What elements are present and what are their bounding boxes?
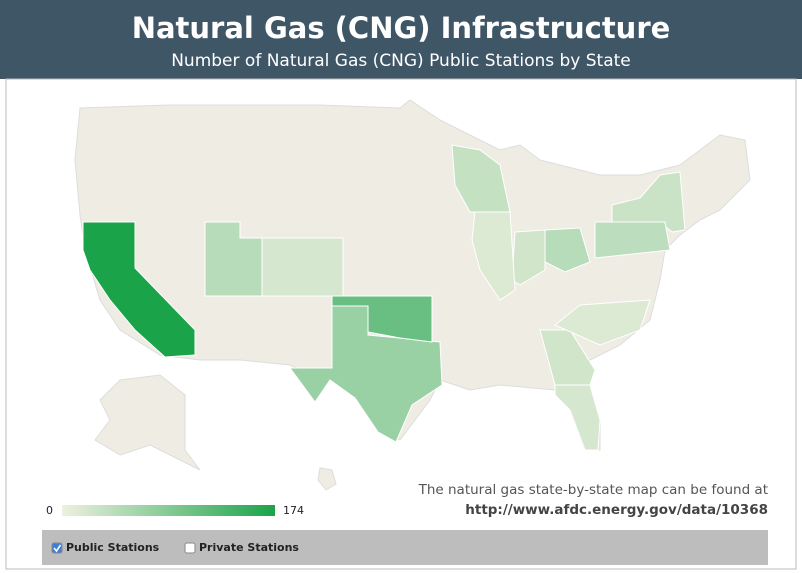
title: Natural Gas (CNG) Infrastructure — [132, 11, 671, 45]
filter-bar — [42, 530, 768, 565]
state[interactable] — [594, 221, 671, 259]
state[interactable] — [554, 384, 601, 451]
note-text: The natural gas state-by-state map can b… — [418, 482, 768, 498]
state[interactable] — [471, 211, 516, 301]
check-mark — [53, 544, 62, 553]
state[interactable] — [289, 297, 443, 443]
filter-label[interactable]: Public Stations — [66, 541, 160, 554]
subtitle: Number of Natural Gas (CNG) Public Stati… — [171, 51, 631, 71]
hawaii — [317, 467, 337, 491]
note-url[interactable]: http://www.afdc.energy.gov/data/10368 — [465, 502, 768, 518]
state[interactable] — [82, 221, 196, 358]
header-band — [0, 0, 802, 79]
checkbox[interactable] — [184, 542, 196, 554]
state[interactable] — [554, 299, 651, 346]
legend-min: 0 — [46, 504, 53, 517]
alaska — [94, 374, 201, 471]
state[interactable] — [261, 237, 344, 297]
legend-max: 174 — [283, 504, 304, 517]
filter-label[interactable]: Private Stations — [199, 541, 299, 554]
legend-bar — [62, 505, 275, 516]
state[interactable] — [331, 295, 433, 343]
state[interactable] — [539, 329, 596, 386]
